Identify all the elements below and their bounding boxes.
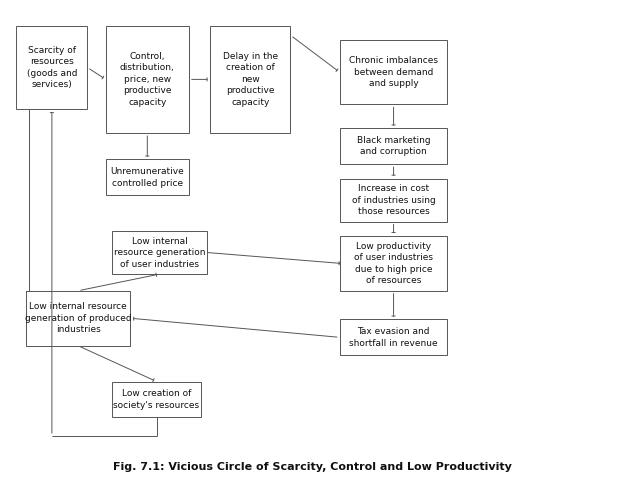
- Text: Black marketing
and corruption: Black marketing and corruption: [357, 136, 431, 156]
- Text: Chronic imbalances
between demand
and supply: Chronic imbalances between demand and su…: [349, 56, 438, 88]
- FancyBboxPatch shape: [112, 231, 207, 274]
- FancyBboxPatch shape: [112, 382, 201, 417]
- Text: Tax evasion and
shortfall in revenue: Tax evasion and shortfall in revenue: [349, 327, 438, 347]
- Text: Low productivity
of user industries
due to high price
of resources: Low productivity of user industries due …: [354, 242, 433, 285]
- FancyBboxPatch shape: [105, 159, 189, 195]
- FancyBboxPatch shape: [339, 236, 447, 291]
- Text: Delay in the
creation of
new
productive
capacity: Delay in the creation of new productive …: [223, 52, 278, 107]
- Text: Low internal resource
generation of produced
industries: Low internal resource generation of prod…: [25, 302, 132, 334]
- Text: Low creation of
society's resources: Low creation of society's resources: [114, 389, 200, 410]
- FancyBboxPatch shape: [26, 291, 130, 346]
- FancyBboxPatch shape: [339, 40, 447, 104]
- FancyBboxPatch shape: [339, 319, 447, 355]
- FancyBboxPatch shape: [105, 26, 189, 133]
- Text: Scarcity of
resources
(goods and
services): Scarcity of resources (goods and service…: [27, 46, 77, 89]
- FancyBboxPatch shape: [210, 26, 290, 133]
- FancyBboxPatch shape: [339, 178, 447, 222]
- Text: Increase in cost
of industries using
those resources: Increase in cost of industries using tho…: [352, 184, 436, 216]
- FancyBboxPatch shape: [339, 128, 447, 164]
- Text: Low internal
resource generation
of user industries: Low internal resource generation of user…: [114, 237, 205, 268]
- Text: Unremunerative
controlled price: Unremunerative controlled price: [110, 167, 184, 188]
- Text: Control,
distribution,
price, new
productive
capacity: Control, distribution, price, new produc…: [120, 52, 175, 107]
- FancyBboxPatch shape: [16, 26, 87, 109]
- Text: Fig. 7.1: Vicious Circle of Scarcity, Control and Low Productivity: Fig. 7.1: Vicious Circle of Scarcity, Co…: [112, 462, 512, 472]
